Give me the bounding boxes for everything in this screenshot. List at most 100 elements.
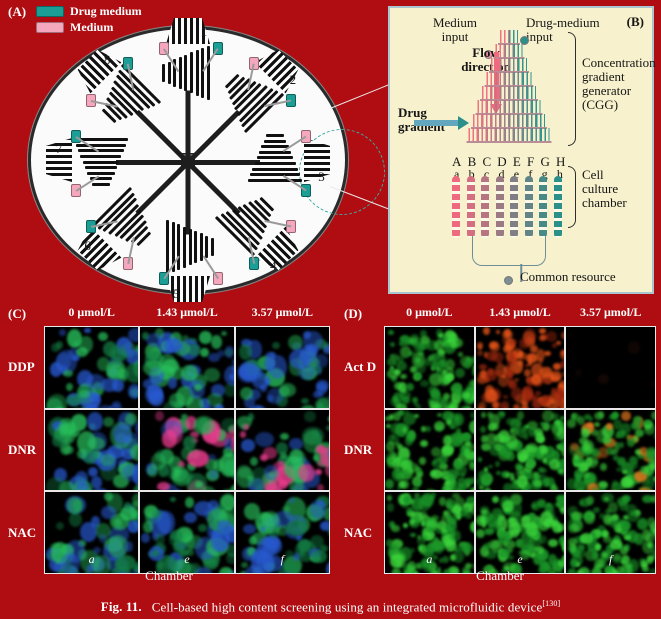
- micrograph-dnr-col1: [475, 409, 565, 491]
- cell-signal: [442, 410, 454, 421]
- cell-signal: [484, 527, 495, 536]
- cell-signal: [513, 377, 520, 382]
- cell-signal: [471, 378, 474, 387]
- culture-chamber-column-e: [510, 176, 518, 238]
- cell-signal: [251, 373, 270, 390]
- cell-signal: [494, 443, 505, 452]
- cell-signal: [142, 332, 149, 340]
- cell-signal: [240, 439, 256, 452]
- cell-signal: [567, 542, 578, 553]
- cell-signal: [631, 462, 638, 469]
- cell-signal: [556, 340, 561, 345]
- panel-d-chamber-caption: Chamber: [476, 568, 524, 583]
- cell-signal: [288, 497, 296, 504]
- cell-signal: [560, 415, 565, 420]
- cell-signal: [579, 571, 591, 573]
- cell-signal: [642, 494, 653, 503]
- cell-signal: [199, 330, 213, 345]
- cell-signal: [134, 344, 139, 354]
- cell-signal: [437, 355, 446, 363]
- cell-signal: [420, 426, 427, 432]
- cell-signal: [542, 455, 554, 465]
- cell-signal: [391, 568, 402, 573]
- cell-signal: [306, 357, 321, 369]
- cell-signal: [512, 568, 519, 573]
- cell-signal: [445, 539, 457, 552]
- cell-signal: [450, 382, 462, 395]
- cell-signal: [442, 481, 454, 491]
- unit-culture-chamber: [304, 138, 330, 182]
- cell-signal: [453, 546, 459, 552]
- serpentine-mixer: [491, 86, 500, 99]
- ladder-bar: [261, 145, 289, 149]
- cell-signal: [413, 572, 420, 573]
- cell-signal: [438, 374, 450, 386]
- cell-signal: [385, 415, 392, 421]
- cell-signal: [479, 485, 484, 491]
- cell-signal: [463, 448, 470, 457]
- cell-signal: [221, 330, 228, 337]
- cell-signal: [571, 517, 580, 524]
- cell-signal: [386, 368, 400, 379]
- cell-signal: [285, 550, 294, 560]
- cell-signal: [309, 534, 325, 550]
- cell-signal: [327, 526, 329, 538]
- cell-signal: [431, 570, 444, 573]
- culture-chamber-column-b: [466, 176, 475, 238]
- serpentine-mixer: [486, 128, 496, 141]
- cell-signal: [157, 463, 169, 477]
- panel_c-chamber-f: f: [280, 552, 284, 566]
- cell-signal: [67, 329, 83, 348]
- cell-signal: [491, 400, 500, 408]
- cell-signal: [491, 495, 499, 504]
- cell-signal: [95, 450, 117, 471]
- cell-signal: [174, 401, 185, 408]
- cell-signal: [526, 353, 538, 364]
- cell-signal: [503, 482, 514, 491]
- cell-signal: [512, 439, 523, 452]
- cell-signal: [313, 353, 329, 369]
- micrograph-dnr-col0: [385, 409, 474, 491]
- cell-signal: [413, 342, 425, 354]
- serpentine-mixer: [491, 114, 500, 127]
- culture-chamber-column-d: [495, 176, 504, 238]
- cell-signal: [602, 536, 613, 544]
- cell-signal: [177, 461, 186, 469]
- cell-signal: [278, 479, 288, 489]
- cell-signal: [437, 336, 447, 344]
- cell-signal: [121, 448, 137, 461]
- cell-signal: [279, 432, 290, 441]
- cell-signal: [473, 393, 474, 405]
- channel-label-F: F: [527, 154, 535, 169]
- cell-signal: [410, 532, 416, 537]
- figure-caption-text: Cell-based high content screening using …: [151, 599, 543, 614]
- cell-signal: [146, 462, 157, 476]
- cell-signal: [435, 396, 448, 408]
- cell-signal: [478, 469, 490, 480]
- drug-medium-input-label: Drug-medium input: [526, 15, 600, 45]
- cell-signal: [540, 560, 549, 568]
- cgg-mixing-row: [491, 58, 527, 71]
- cell-signal: [537, 452, 548, 462]
- serpentine-mixer: [495, 128, 505, 141]
- cell-signal: [496, 471, 501, 476]
- chamber-label-a: a: [454, 167, 461, 181]
- cell-signal: [395, 442, 400, 447]
- micrograph-dnr-col1: [140, 409, 234, 491]
- unit-number-8: 8: [103, 52, 111, 68]
- channel-label-A: A: [452, 154, 462, 169]
- ladder-bar: [87, 171, 115, 175]
- cell-signal: [560, 422, 565, 431]
- cell-signal: [621, 564, 631, 573]
- micrograph-nac-col0: [45, 492, 139, 573]
- cell-signal: [523, 391, 533, 402]
- cell-signal: [259, 454, 268, 462]
- cell-signal: [469, 419, 474, 435]
- cell-signal: [444, 367, 454, 377]
- cell-signal: [456, 506, 468, 517]
- cell-signal: [189, 431, 199, 439]
- cell-signal: [594, 529, 603, 537]
- cell-signal: [436, 567, 442, 573]
- cell-signal: [443, 528, 454, 539]
- cell-signal: [409, 333, 421, 348]
